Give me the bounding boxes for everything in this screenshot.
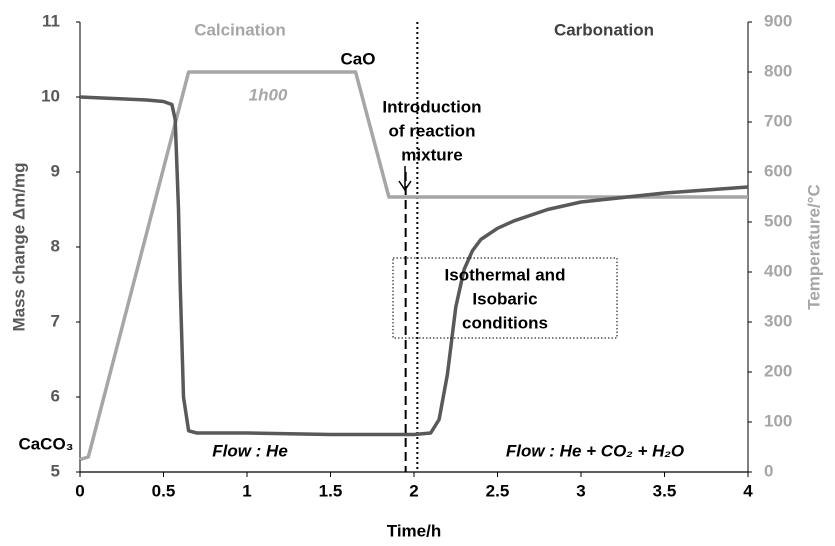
y2-tick-label: 800 [764, 61, 792, 80]
y-tick-label: 11 [42, 11, 60, 30]
annotation-line: Isobaric [472, 289, 537, 308]
y2-axis-title: Temperature/°C [804, 184, 823, 310]
annotation: Carbonation [554, 20, 654, 39]
y2-tick-label: 100 [764, 411, 792, 430]
y-tick-label: 5 [51, 461, 60, 480]
annotation: CaCO₃ [18, 434, 73, 453]
y-tick-label: 10 [41, 86, 60, 105]
y-axis-title: Mass change Δm/mg [9, 162, 28, 331]
data-line [79, 95, 749, 437]
y2-tick-label: 200 [764, 361, 792, 380]
annotation-line: conditions [462, 313, 548, 332]
x-tick-label: 1 [242, 481, 251, 500]
x-tick-label: 0.5 [152, 481, 176, 500]
y2-tick-label: 600 [764, 161, 792, 180]
x-tick-label: 0 [75, 481, 84, 500]
y-tick-label: 9 [51, 161, 60, 180]
y2-tick-label: 0 [764, 461, 773, 480]
y2-tick-label: 500 [764, 211, 792, 230]
y2-tick-label: 300 [764, 311, 792, 330]
y2-tick-label: 700 [764, 111, 792, 130]
annotation-box [392, 257, 618, 339]
annotation: 1h00 [249, 85, 288, 104]
annotation-line: mixture [401, 145, 462, 164]
annotation: Calcination [194, 20, 286, 39]
y-tick-label: 7 [51, 311, 60, 330]
y-tick-label: 8 [51, 236, 60, 255]
y2-tick-label: 400 [764, 261, 792, 280]
data-line [79, 70, 748, 462]
x-axis-title: Time/h [387, 521, 441, 540]
y2-tick-label: 900 [764, 11, 792, 30]
y-tick-label: 6 [51, 386, 60, 405]
annotation-line: of reaction [389, 121, 476, 140]
annotation-line: Isothermal and [445, 265, 566, 284]
annotation: Flow : He [212, 441, 288, 460]
annotation-line: Introduction [382, 97, 481, 116]
x-tick-label: 3 [576, 481, 585, 500]
x-tick-label: 3.5 [653, 481, 677, 500]
annotation: Flow : He + CO₂ + H₂O [506, 441, 684, 460]
x-tick-label: 2.5 [486, 481, 510, 500]
x-tick-label: 2 [409, 481, 418, 500]
arrow-head [398, 180, 412, 192]
x-tick-label: 4 [743, 481, 753, 500]
x-tick-label: 1.5 [319, 481, 343, 500]
annotation: CaO [341, 49, 376, 68]
